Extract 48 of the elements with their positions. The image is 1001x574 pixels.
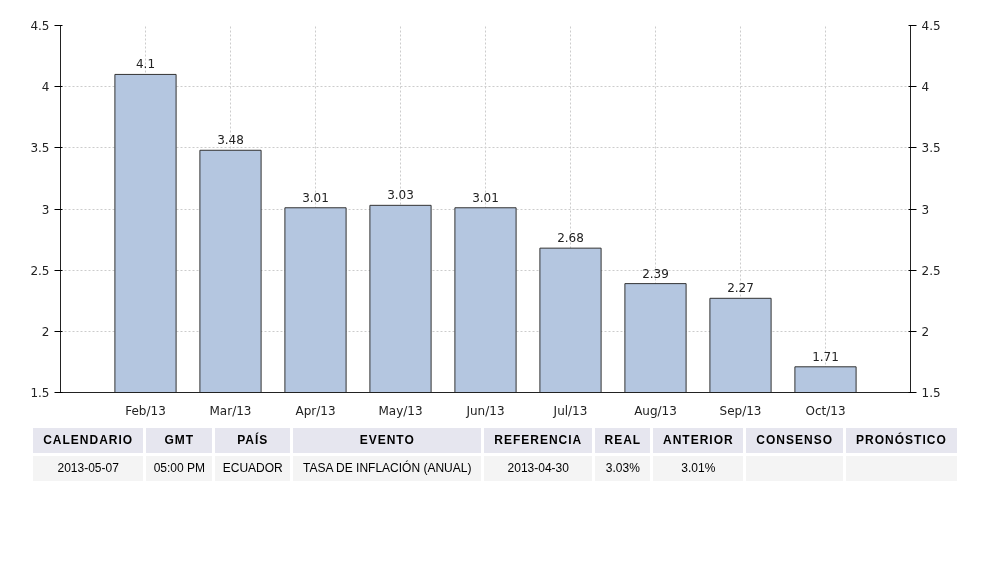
y-tick-label: 1.5 — [30, 386, 50, 400]
text: EVENTO — [293, 428, 482, 454]
text: REFERENCIA — [484, 428, 593, 454]
y2-tick-label: 4.5 — [921, 19, 941, 33]
y-tick-label: 4 — [41, 80, 50, 95]
x-tick-label: Oct/13 — [805, 403, 846, 418]
x-tick-label: Mar/13 — [209, 403, 252, 418]
text: ECUADOR — [215, 456, 291, 482]
x-tick-label: Aug/13 — [634, 403, 677, 418]
y2-tick-label: 3.5 — [921, 141, 941, 156]
x-tick-label: Sep/13 — [719, 403, 762, 418]
y-tick-label: 2 — [41, 324, 50, 339]
x-tick-label: May/13 — [378, 403, 423, 418]
x-tick-label: Feb/13 — [125, 403, 166, 418]
y-tick-label: 3 — [41, 202, 50, 217]
y-tick-label: 4.5 — [30, 19, 50, 33]
data-label: 2.39 — [642, 266, 669, 281]
text: CALENDARIO — [33, 428, 144, 454]
x-tick-label: Apr/13 — [295, 403, 336, 418]
text: PAÍS — [215, 428, 291, 454]
text: CONSENSO — [746, 428, 843, 454]
x-tick-label: Jul/13 — [552, 403, 588, 418]
y2-tick-label: 1.5 — [921, 386, 941, 400]
data-label: 4.1 — [135, 57, 156, 72]
data-label: 3.48 — [217, 133, 244, 148]
text: 05:00 PM — [146, 456, 213, 482]
data-label: 1.71 — [812, 349, 839, 364]
text: 3.01% — [653, 456, 744, 482]
text: 2013-04-30 — [484, 456, 593, 482]
text: PRONÓSTICO — [845, 428, 957, 454]
text: REAL — [595, 428, 651, 454]
y2-tick-label: 2 — [921, 324, 930, 339]
text: TASA DE INFLACIÓN (ANUAL) — [293, 456, 482, 482]
y2-tick-label: 2.5 — [921, 263, 941, 278]
data-label: 2.68 — [557, 231, 584, 246]
data-label: 3.01 — [472, 190, 499, 205]
y-tick-label: 3.5 — [30, 141, 50, 156]
x-tick-label: Jun/13 — [465, 403, 505, 418]
y2-tick-label: 4 — [921, 80, 930, 95]
text: GMT — [146, 428, 213, 454]
data-label: 3.01 — [302, 190, 329, 205]
text: ANTERIOR — [653, 428, 744, 454]
y2-tick-label: 3 — [921, 202, 930, 217]
text: 2013-05-07 — [33, 456, 144, 482]
y-tick-label: 2.5 — [30, 263, 50, 278]
data-label: 3.03 — [387, 188, 414, 203]
data-label: 2.27 — [727, 281, 754, 296]
text: 3.03% — [595, 456, 651, 482]
